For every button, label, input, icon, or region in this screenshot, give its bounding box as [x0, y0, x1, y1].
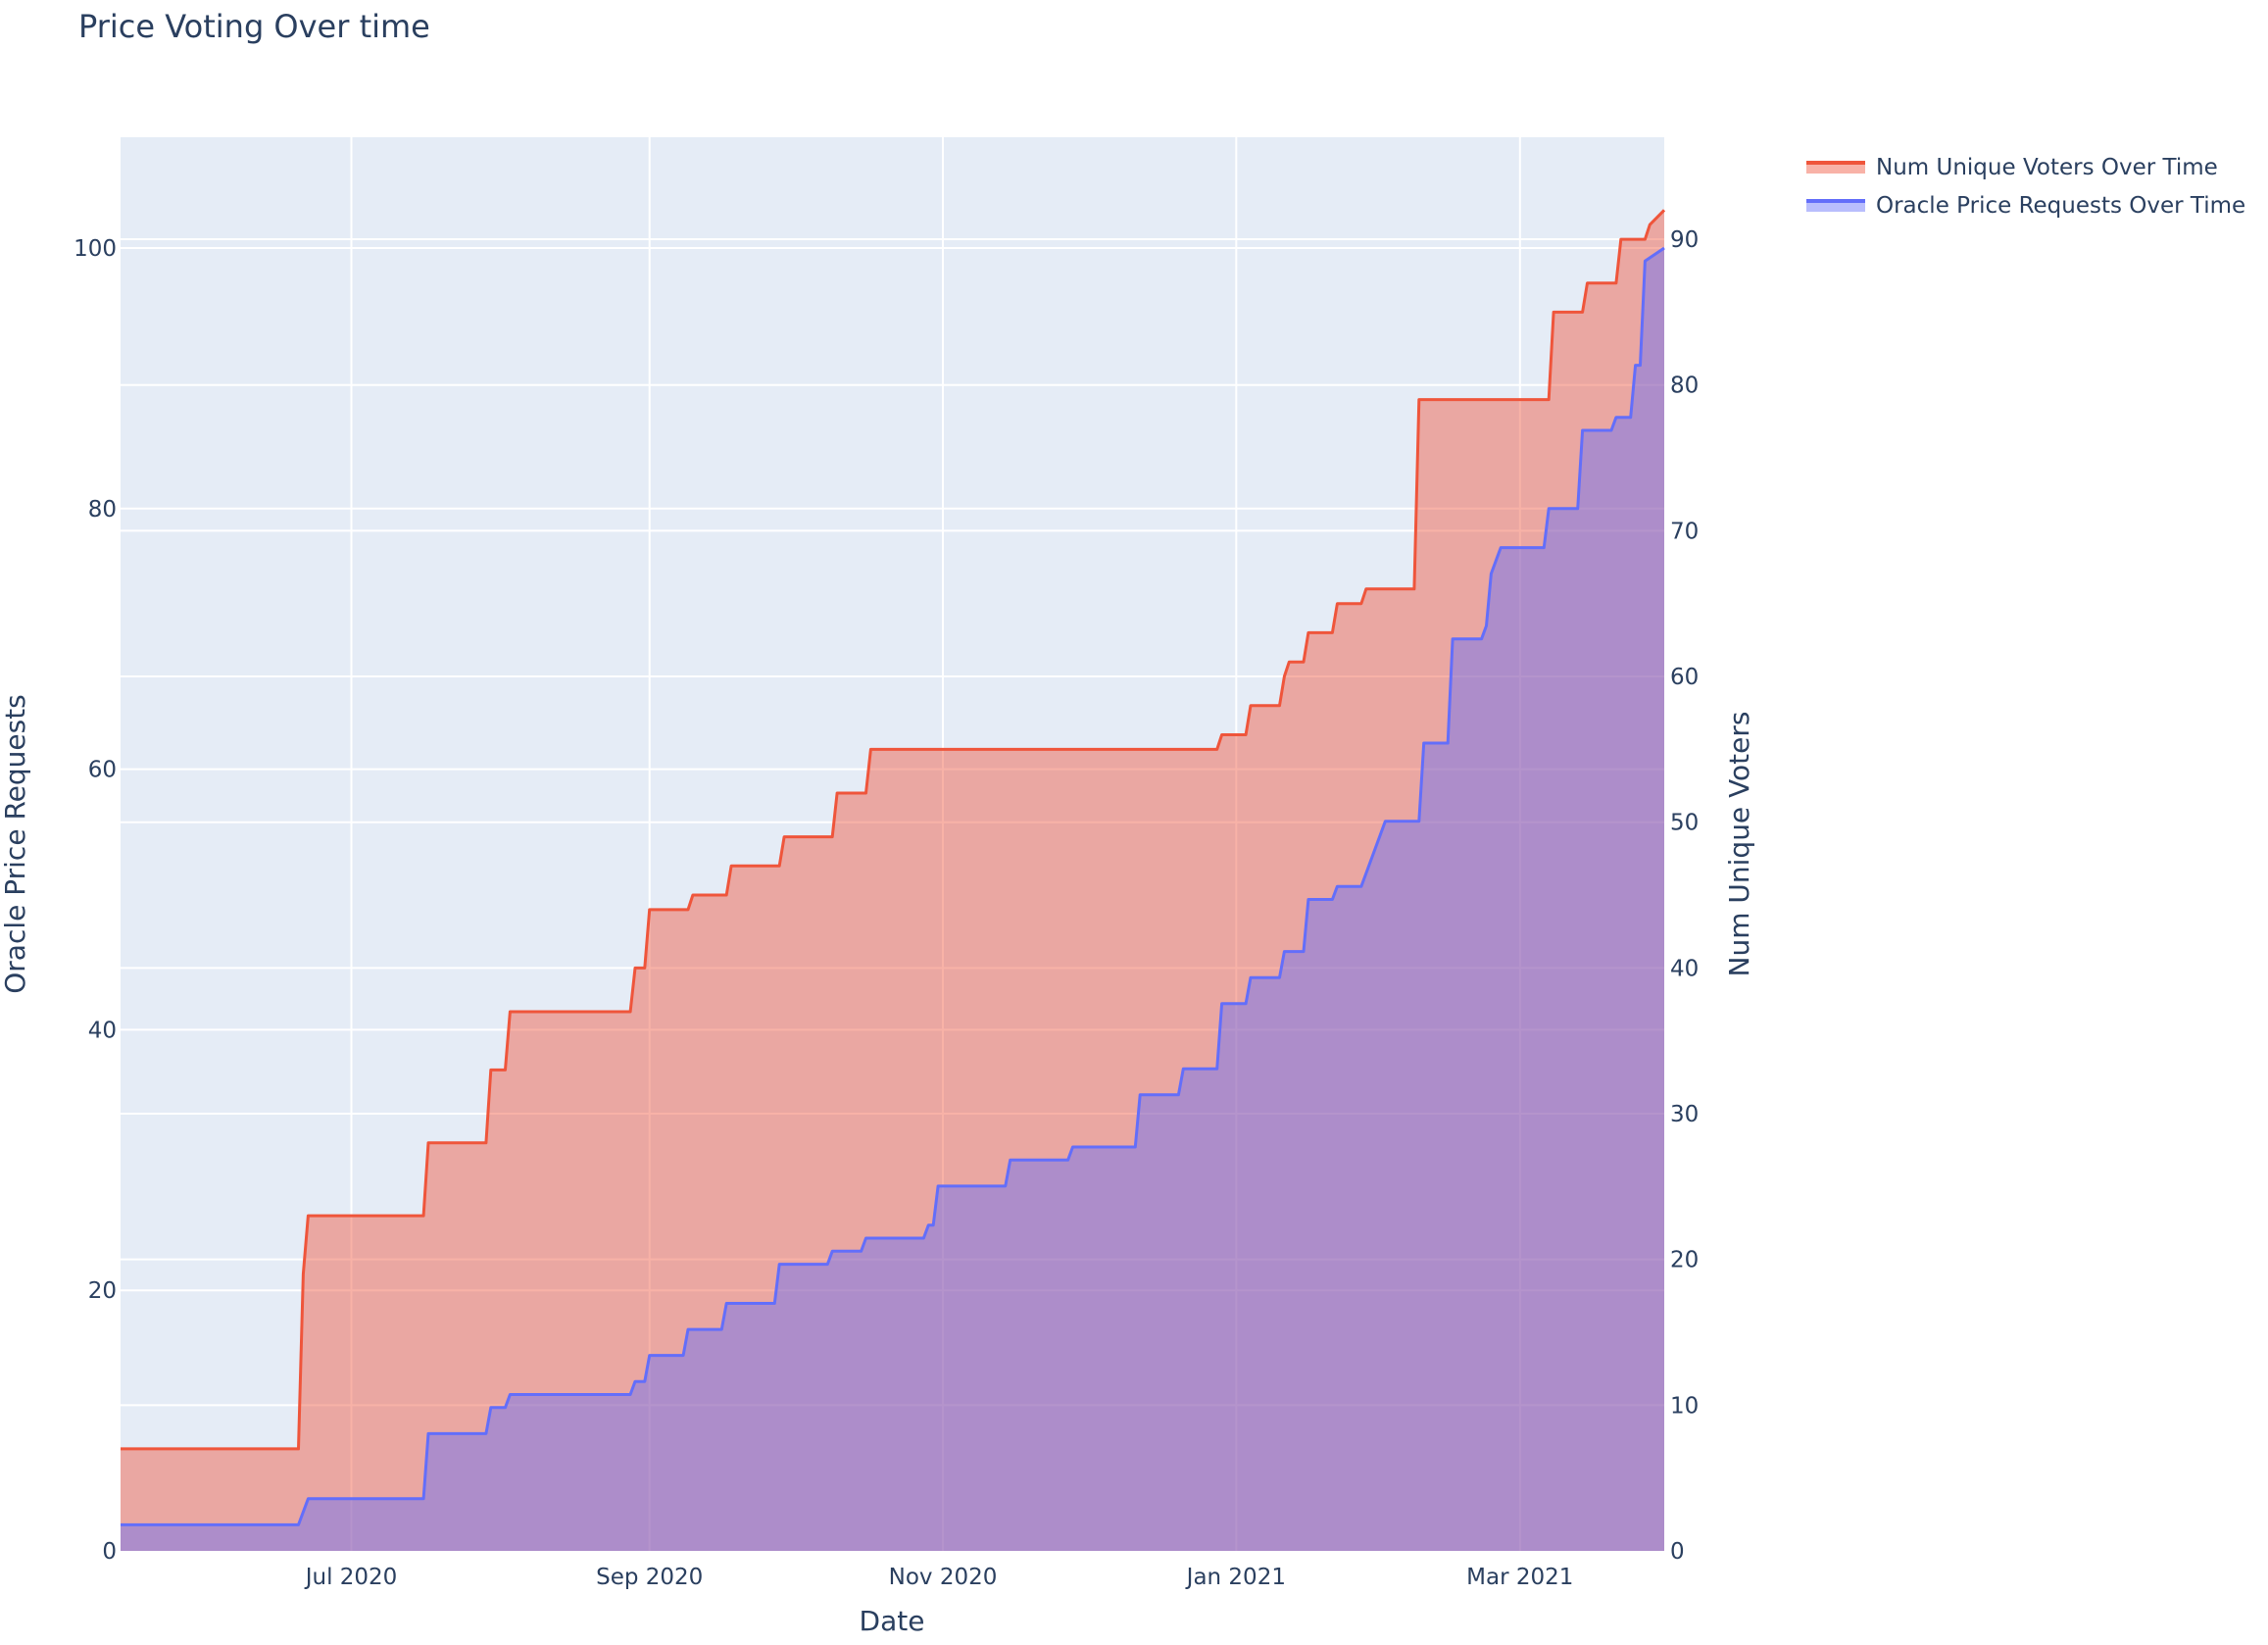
y-tick-label-left: 80	[88, 497, 117, 523]
y-tick-label-right: 90	[1670, 227, 1699, 253]
series-layer	[121, 209, 1666, 1551]
y-tick-label-right: 30	[1670, 1102, 1699, 1127]
series-area-0	[121, 210, 1664, 1551]
chart-title: Price Voting Over time	[78, 8, 430, 45]
y-tick-label-right: 20	[1670, 1248, 1699, 1273]
legend-swatch-requests	[1806, 201, 1865, 212]
y-tick-label-left: 100	[74, 236, 117, 262]
legend-label-requests: Oracle Price Requests Over Time	[1876, 193, 2245, 219]
y-tick-label-right: 50	[1670, 811, 1699, 836]
tick-labels: Jul 2020 Sep 2020 Nov 2020 Jan 2021 Mar 2021…	[74, 227, 1699, 1590]
y-tick-label-right: 40	[1670, 956, 1699, 981]
plot-background[interactable]	[121, 137, 1664, 1551]
x-axis-title: Date	[860, 1605, 925, 1637]
y-tick-label-right: 10	[1670, 1393, 1699, 1419]
y-axis-title-left: Oracle Price Requests	[0, 694, 31, 994]
series-area-1	[121, 248, 1664, 1551]
y-tick-label-right: 70	[1670, 519, 1699, 544]
y-axis-title-right: Num Unique Voters	[1723, 712, 1755, 977]
grid	[121, 137, 1664, 1551]
y-tick-label-right: 80	[1670, 374, 1699, 399]
y-tick-label-right: 0	[1670, 1539, 1685, 1565]
legend-swatch-voters	[1806, 163, 1865, 174]
x-tick-label: Sep 2020	[596, 1565, 703, 1590]
legend-item-voters[interactable]: Num Unique Voters Over Time	[1806, 155, 2218, 180]
series-line-1[interactable]	[121, 246, 1665, 1526]
series-line-0[interactable]	[121, 209, 1666, 1451]
y-tick-label-left: 60	[88, 758, 117, 783]
legend: Num Unique Voters Over Time Oracle Price…	[1806, 155, 2245, 219]
legend-item-requests[interactable]: Oracle Price Requests Over Time	[1806, 193, 2245, 219]
x-tick-label: Jan 2021	[1185, 1565, 1286, 1590]
legend-label-voters: Num Unique Voters Over Time	[1876, 155, 2218, 180]
x-tick-label: Mar 2021	[1466, 1565, 1573, 1590]
y-tick-label-left: 0	[102, 1539, 117, 1565]
y-tick-label-left: 20	[88, 1278, 117, 1304]
y-tick-label-left: 40	[88, 1018, 117, 1043]
y-tick-label-right: 60	[1670, 665, 1699, 690]
x-tick-label: Jul 2020	[304, 1565, 398, 1590]
x-tick-label: Nov 2020	[889, 1565, 998, 1590]
